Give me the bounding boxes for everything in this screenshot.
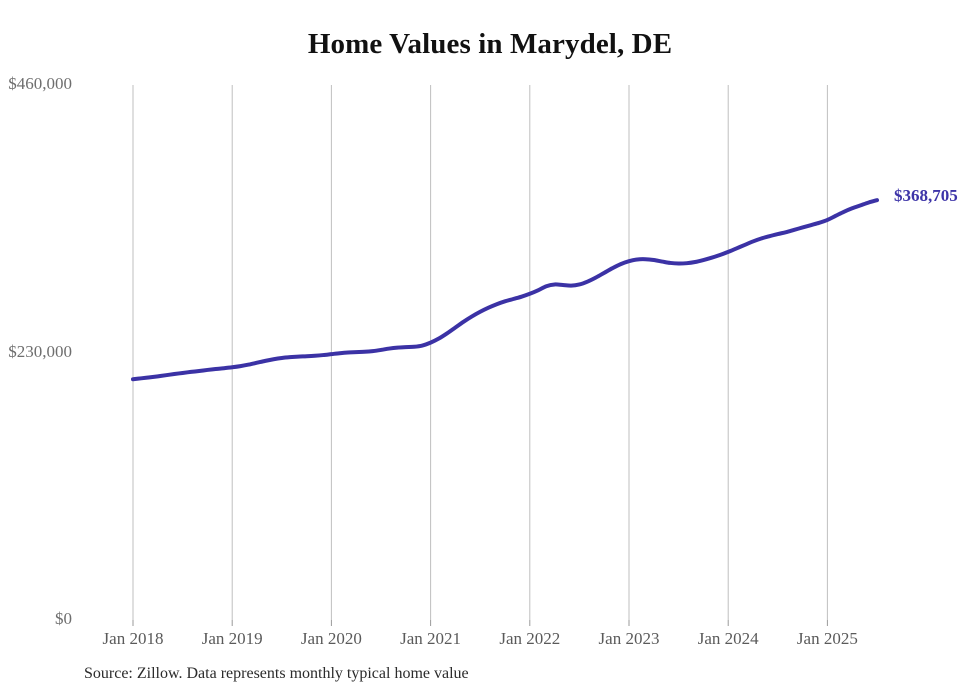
y-tick-label: $460,000 bbox=[8, 74, 72, 93]
page-title: Home Values in Marydel, DE bbox=[307, 28, 673, 60]
x-tick-label: Jan 2018 bbox=[102, 629, 164, 648]
x-tick-marks-group bbox=[132, 620, 828, 626]
series-line-typical-home-value bbox=[131, 198, 879, 382]
x-tick-label: Jan 2025 bbox=[796, 629, 858, 648]
x-tick-label: Jan 2022 bbox=[499, 629, 561, 648]
gridlines-group bbox=[132, 85, 828, 620]
x-tick-label: Jan 2021 bbox=[400, 629, 462, 648]
y-tick-label: $0 bbox=[55, 609, 72, 628]
x-tick-label: Jan 2020 bbox=[300, 629, 362, 648]
y-tick-label: $230,000 bbox=[8, 341, 72, 361]
source-note: Source: Zillow. Data represents monthly … bbox=[84, 665, 469, 682]
x-tick-label: Jan 2023 bbox=[598, 629, 660, 648]
x-tick-label: Jan 2024 bbox=[697, 629, 759, 648]
x-tick-label: Jan 2019 bbox=[201, 629, 263, 648]
end-value-annotation: $368,705 bbox=[894, 186, 958, 206]
